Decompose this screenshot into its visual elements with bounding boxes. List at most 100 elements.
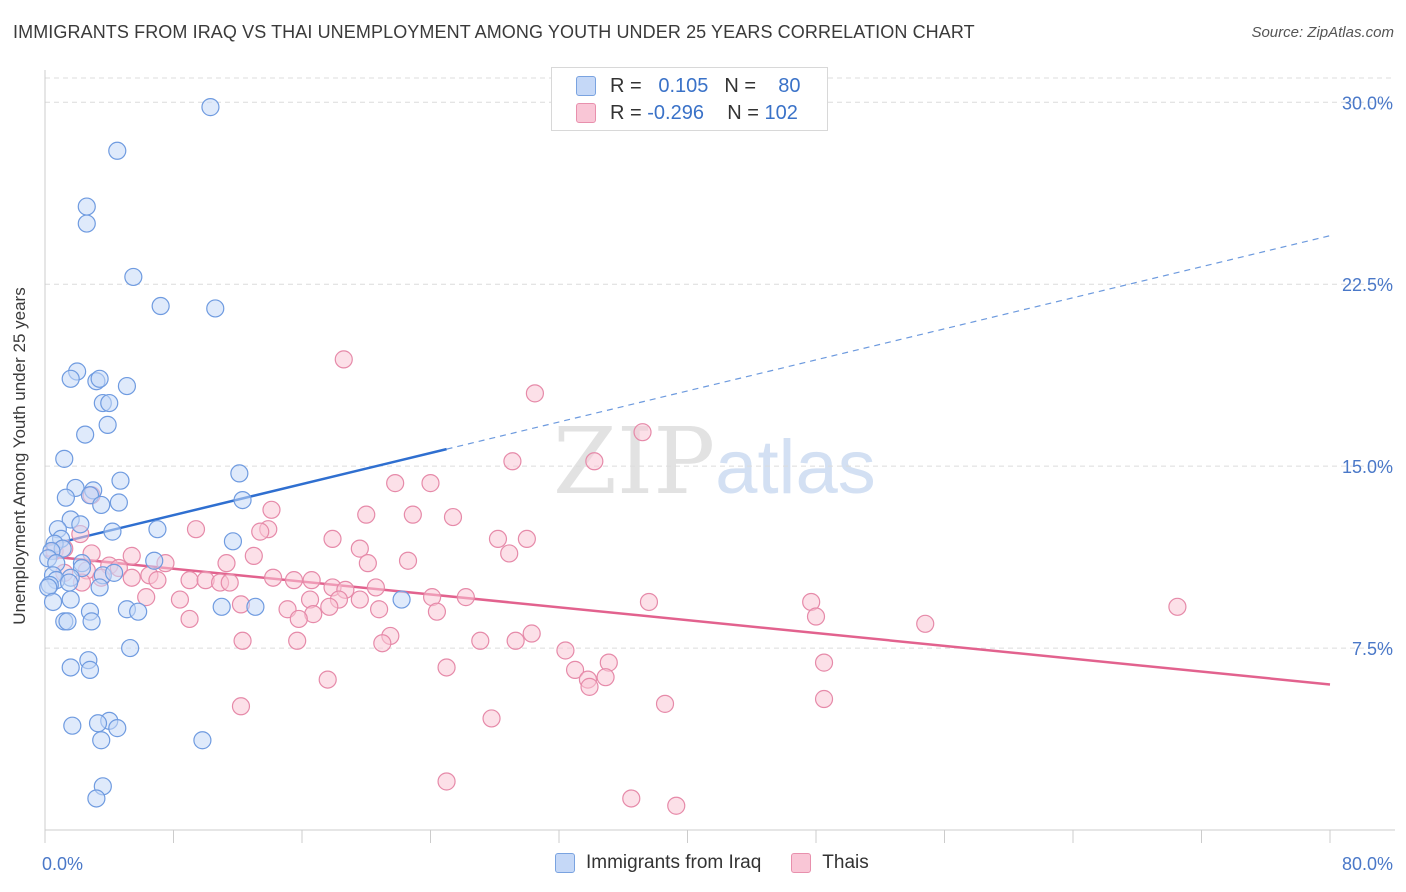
trend-lines [44, 235, 1331, 686]
iraq-point [233, 490, 252, 510]
legend-r-value: 0.105 [658, 74, 709, 97]
iraq-point [392, 590, 411, 609]
thais-point [302, 571, 321, 590]
thais-point [565, 660, 585, 679]
thais-point [503, 452, 522, 471]
iraq-point [145, 551, 164, 570]
tick-labels: 7.5% 15.0% 22.5% 30.0% 0.0% 80.0% [42, 93, 1393, 874]
thais-point [231, 697, 251, 716]
gridlines [45, 77, 1395, 649]
thais-point [421, 474, 440, 493]
iraq-point [206, 299, 225, 318]
iraq-point [98, 415, 117, 434]
iraq-point [124, 267, 143, 287]
thais-point [289, 609, 308, 629]
thais-point [443, 507, 463, 527]
thais-point [482, 709, 501, 728]
iraq-point [108, 719, 127, 738]
iraq-point [148, 520, 167, 539]
iraq-point [58, 612, 77, 631]
watermark-atlas: atlas [715, 425, 876, 510]
iraq-point [77, 214, 96, 233]
thais-point [456, 588, 475, 607]
iraq-point [108, 141, 127, 160]
iraq-point [109, 493, 128, 512]
legend-n-label: N = [727, 101, 759, 124]
thais-point [370, 600, 389, 619]
iraq-point [230, 464, 249, 483]
iraq-trend-extension [446, 235, 1331, 450]
thais-point [427, 602, 447, 621]
thais-point [471, 631, 490, 650]
thais-point [170, 590, 190, 609]
thais-point [334, 350, 353, 369]
x-tick-label: 0.0% [42, 854, 83, 874]
thais-point [585, 452, 604, 471]
thais-point [556, 641, 575, 660]
y-axis-label: Unemployment Among Youth under 25 years [10, 287, 29, 625]
iraq-point [59, 573, 79, 592]
thais-point [403, 505, 422, 524]
iraq-point [212, 597, 231, 616]
thais-point [220, 573, 239, 592]
watermark-zip: ZIP [553, 408, 716, 515]
legend-r-value: -0.296 [647, 101, 704, 124]
iraq-point [56, 488, 75, 507]
thais-point [122, 546, 141, 565]
y-tick-label: 7.5% [1352, 639, 1393, 659]
thais-point [522, 624, 541, 643]
thais-point [596, 668, 615, 687]
thais-point [639, 592, 659, 612]
iraq-point [246, 597, 265, 616]
iraq-point [92, 495, 111, 515]
thais-point [500, 544, 519, 563]
thais-point [251, 522, 270, 541]
thais-point [148, 571, 167, 590]
legend-row-iraq: R = 0.105 N = 80 [576, 73, 801, 99]
thais-point [655, 694, 675, 713]
iraq-point [121, 638, 140, 658]
iraq-point [111, 471, 130, 490]
thais-point [244, 546, 263, 565]
thais-point [633, 423, 652, 442]
iraq-point [92, 731, 111, 750]
thais-point [320, 597, 339, 616]
thais-point [180, 609, 199, 629]
thais-point [622, 789, 641, 808]
iraq-point [63, 716, 82, 735]
iraq-point [87, 789, 106, 808]
thais-point [386, 474, 405, 493]
source-label: Source: ZipAtlas.com [1251, 24, 1394, 41]
thais-point [806, 607, 826, 626]
legend-n-value: 102 [764, 101, 798, 124]
legend-swatch-pink [791, 853, 812, 873]
thais-point [357, 505, 376, 524]
iraq-point [88, 714, 108, 733]
thais-point [398, 551, 418, 570]
thais-point [350, 590, 369, 609]
thais-point [358, 554, 377, 573]
y-tick-label: 30.0% [1342, 93, 1393, 113]
iraq-point [100, 393, 119, 413]
legend-swatch-blue [555, 853, 575, 873]
thais-point [217, 554, 236, 573]
y-tick-label: 15.0% [1342, 457, 1393, 477]
thais-point [1168, 597, 1187, 616]
iraq-point [193, 731, 212, 750]
thais-trend-line [44, 554, 1331, 686]
iraq-point [55, 449, 74, 468]
thais-point [517, 529, 536, 549]
iraq-point [80, 660, 100, 679]
iraq-point [77, 197, 96, 216]
legend-n-value: 80 [778, 74, 801, 97]
iraq-point [223, 532, 243, 551]
iraq-point [201, 98, 220, 117]
thais-point [318, 670, 337, 689]
thais-point [437, 658, 456, 677]
x-tick-label: 80.0% [1342, 854, 1393, 874]
thais-point [288, 631, 307, 650]
iraq-point [82, 612, 101, 631]
thais-point [525, 384, 545, 403]
iraq-point [43, 592, 63, 612]
